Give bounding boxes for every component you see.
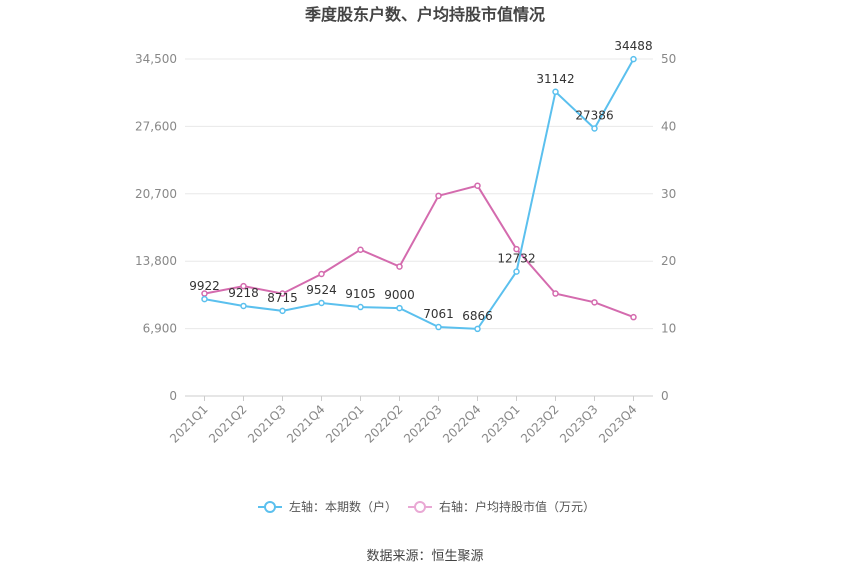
left-tick-label: 34,500 <box>135 52 177 66</box>
point-left-series[interactable] <box>279 307 286 315</box>
source-note: 数据来源：恒生聚源 <box>366 549 483 564</box>
point-left-series[interactable] <box>513 268 520 275</box>
point-right-series[interactable] <box>318 270 325 278</box>
x-axis: 2021Q12021Q22021Q32021Q42022Q12022Q22022… <box>167 396 640 446</box>
line-left-series <box>204 58 635 330</box>
point-right-series[interactable] <box>552 290 559 297</box>
x-tick-label: 2022Q4 <box>440 402 484 446</box>
legend-label-left: 左轴：本期数（户） <box>289 499 397 514</box>
x-tick-label: 2023Q2 <box>518 402 562 446</box>
point-right-series[interactable] <box>474 182 481 189</box>
legend-label-right: 右轴：户均持股市值（万元） <box>439 499 595 514</box>
point-left-series[interactable] <box>474 325 481 333</box>
point-right-series[interactable] <box>435 192 442 200</box>
right-axis: 0 10 20 30 40 50 <box>661 52 676 403</box>
legend-item-right-series[interactable]: 右轴：户均持股市值（万元） <box>408 499 595 514</box>
point-left-series[interactable] <box>591 125 598 132</box>
right-tick-label: 20 <box>661 254 676 268</box>
data-label: 12732 <box>497 252 535 266</box>
legend: 左轴：本期数（户） 右轴：户均持股市值（万元） <box>258 499 595 514</box>
point-left-series[interactable] <box>396 304 403 312</box>
data-label: 9524 <box>306 283 337 297</box>
point-left-series[interactable] <box>240 302 247 310</box>
right-tick-label: 30 <box>661 187 676 201</box>
x-tick-label: 2021Q2 <box>206 402 250 446</box>
data-label: 9000 <box>384 288 415 302</box>
right-tick-label: 10 <box>661 322 676 336</box>
data-label: 7061 <box>423 307 454 321</box>
left-tick-label: 20,700 <box>135 187 177 201</box>
x-tick-label: 2023Q4 <box>596 402 640 446</box>
point-right-series[interactable] <box>396 263 403 270</box>
grid <box>185 58 653 397</box>
point-left-series[interactable] <box>630 55 637 63</box>
legend-item-left-series[interactable]: 左轴：本期数（户） <box>258 499 397 514</box>
data-label: 9105 <box>345 287 376 301</box>
data-label: 31142 <box>536 72 574 86</box>
point-right-series[interactable] <box>513 245 520 253</box>
left-tick-label: 13,800 <box>135 254 177 268</box>
point-right-series[interactable] <box>279 290 286 297</box>
left-tick-label: 27,600 <box>135 119 177 133</box>
point-left-series[interactable] <box>552 88 559 96</box>
data-label: 34488 <box>614 39 652 53</box>
data-label: 6866 <box>462 309 493 323</box>
point-right-series[interactable] <box>357 246 364 253</box>
x-tick-label: 2023Q3 <box>557 402 601 446</box>
line-right-series <box>204 184 634 319</box>
series-points <box>201 55 637 333</box>
x-tick-label: 2021Q1 <box>167 402 211 446</box>
data-labels: 9922 9218 8715 9524 9105 9000 7061 6866 12732 311… <box>189 39 652 323</box>
point-left-series[interactable] <box>318 299 325 307</box>
x-tick-label: 2022Q1 <box>323 402 367 446</box>
chart-title: 季度股东户数、户均持股市值情况 <box>304 5 545 24</box>
legend-marker-left <box>264 501 276 513</box>
data-label: 9922 <box>189 279 220 293</box>
x-tick-label: 2022Q2 <box>362 402 406 446</box>
point-right-series[interactable] <box>240 282 247 290</box>
point-right-series[interactable] <box>591 299 598 306</box>
legend-marker-right <box>414 501 426 513</box>
left-axis: 0 6,900 13,800 20,700 27,600 34,500 <box>135 52 177 403</box>
right-tick-label: 0 <box>661 389 669 403</box>
right-tick-label: 40 <box>661 119 676 133</box>
series-lines <box>204 58 635 330</box>
x-tick-label: 2021Q3 <box>245 402 289 446</box>
left-tick-label: 0 <box>169 389 177 403</box>
data-label: 27386 <box>575 108 613 122</box>
data-label: 9218 <box>228 286 259 300</box>
x-tick-label: 2022Q3 <box>401 402 445 446</box>
left-tick-label: 6,900 <box>143 322 177 336</box>
x-tick-label: 2021Q4 <box>284 402 328 446</box>
point-left-series[interactable] <box>435 323 442 331</box>
point-left-series[interactable] <box>357 303 364 311</box>
point-left-series[interactable] <box>201 295 208 303</box>
x-tick-label: 2023Q1 <box>479 402 523 446</box>
point-right-series[interactable] <box>630 313 637 321</box>
data-label: 8715 <box>267 291 298 305</box>
right-tick-label: 50 <box>661 52 676 66</box>
